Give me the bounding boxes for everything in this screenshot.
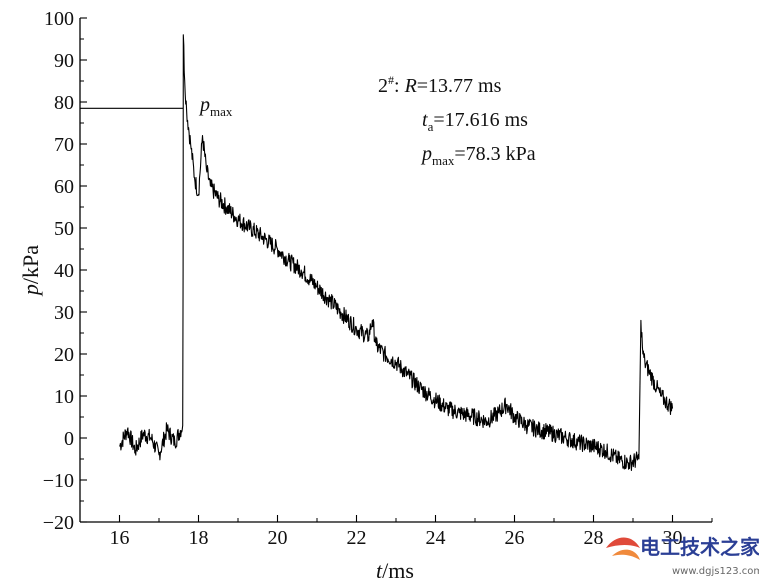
x-tick-label: 16 bbox=[110, 527, 130, 549]
y-tick-label: 50 bbox=[54, 218, 74, 240]
series-line bbox=[119, 34, 674, 472]
info-line-1: 2#: R=13.77 ms bbox=[378, 73, 502, 97]
x-axis-label-var: t bbox=[376, 558, 383, 583]
watermark-logo-icon bbox=[606, 537, 640, 560]
y-tick-label: 0 bbox=[64, 428, 74, 450]
y-axis-label: p/kPa bbox=[18, 245, 43, 297]
y-tick-label: 80 bbox=[54, 92, 74, 114]
info-line-3: pmax=78.3 kPa bbox=[420, 143, 536, 168]
y-tick-label: −10 bbox=[43, 470, 74, 492]
y-tick-label: 40 bbox=[54, 260, 74, 282]
y-tick-label: 70 bbox=[54, 134, 74, 156]
info-line-2: ta=17.616 ms bbox=[422, 109, 528, 134]
y-tick-label: 100 bbox=[44, 8, 74, 30]
y-tick-label: 30 bbox=[54, 302, 74, 324]
y-tick-label: 20 bbox=[54, 344, 74, 366]
x-tick-label: 20 bbox=[268, 527, 288, 549]
x-tick-label: 24 bbox=[426, 527, 446, 549]
x-tick-label: 26 bbox=[505, 527, 525, 549]
y-tick-label: 10 bbox=[54, 386, 74, 408]
x-tick-label: 30 bbox=[663, 527, 683, 549]
y-axis-label-var: p bbox=[18, 284, 43, 297]
y-axis-label-unit: /kPa bbox=[18, 245, 43, 284]
pmax-marker-label: pmax bbox=[198, 94, 233, 119]
y-tick-label: −20 bbox=[43, 512, 74, 534]
pmax-marker-sub: max bbox=[210, 104, 233, 119]
watermark: 电工技术之家 www.dgjs123.com bbox=[606, 535, 759, 577]
y-tick-label: 60 bbox=[54, 176, 74, 198]
y-tick-label: 90 bbox=[54, 50, 74, 72]
x-tick-label: 22 bbox=[347, 527, 367, 549]
series bbox=[80, 34, 674, 472]
watermark-text: 电工技术之家 bbox=[640, 535, 759, 559]
pmax-marker-var: p bbox=[198, 94, 210, 116]
x-axis-label-unit: /ms bbox=[382, 558, 414, 583]
x-tick-label: 18 bbox=[189, 527, 209, 549]
ticks: 16 18 20 22 24 26 28 30 −20 −10 0 10 20 30 40 50 60 70 80 9… bbox=[43, 8, 713, 549]
x-axis-label: t/ms bbox=[376, 558, 414, 583]
info-box: 2#: R=13.77 ms ta=17.616 ms pmax=78.3 kP… bbox=[378, 73, 536, 168]
watermark-url: www.dgjs123.com bbox=[672, 566, 759, 577]
x-tick-label: 28 bbox=[584, 527, 604, 549]
